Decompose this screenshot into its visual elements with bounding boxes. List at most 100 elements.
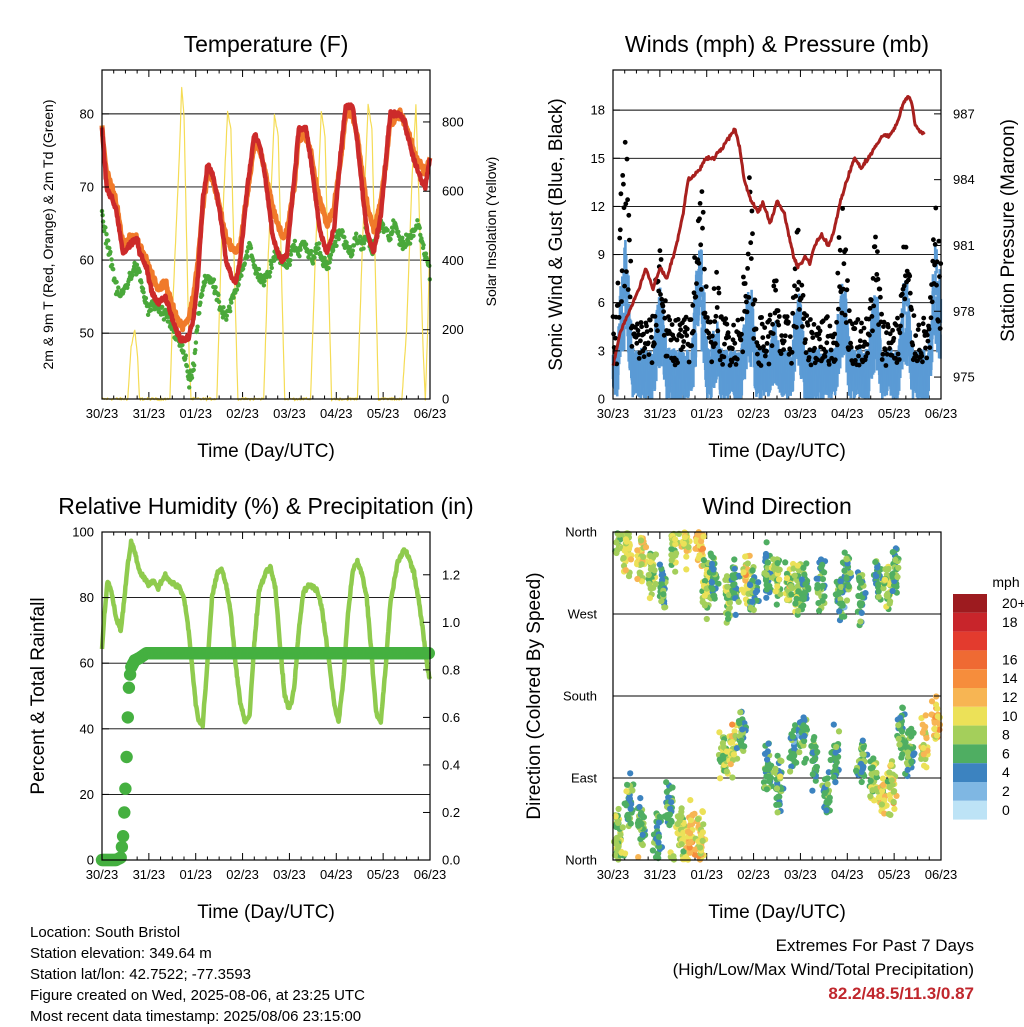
x-tick-label: 05/23 <box>367 867 400 882</box>
direction-point <box>623 538 630 545</box>
direction-point <box>772 588 779 595</box>
direction-point <box>791 752 798 760</box>
direction-point <box>665 794 672 801</box>
direction-point <box>672 568 679 575</box>
direction-point <box>886 783 893 791</box>
point-dewpoint <box>385 227 390 233</box>
gust-point <box>678 327 683 333</box>
direction-point <box>642 544 650 551</box>
direction-point <box>764 564 771 572</box>
direction-point <box>872 559 879 566</box>
gust-point <box>618 191 624 197</box>
gust-point <box>652 341 657 347</box>
point-dewpoint <box>181 349 186 354</box>
direction-point <box>683 566 690 573</box>
x-tick-label: 31/23 <box>644 406 677 421</box>
direction-point <box>663 788 671 796</box>
gust-point <box>757 345 763 351</box>
gust-point <box>703 284 709 289</box>
direction-point <box>845 583 852 590</box>
direction-point <box>730 581 737 589</box>
gust-point <box>875 276 881 282</box>
gust-point <box>623 201 629 207</box>
direction-point <box>878 801 886 808</box>
gust-point <box>621 205 627 211</box>
gust-point <box>817 328 823 334</box>
direction-point <box>774 583 781 590</box>
point-dewpoint <box>160 304 165 310</box>
y-tick-label: North <box>565 525 597 540</box>
direction-point <box>687 817 695 824</box>
direction-point <box>905 727 912 735</box>
gust-point <box>801 316 807 322</box>
direction-point <box>859 737 866 744</box>
gust-point <box>773 287 778 293</box>
gust-point <box>810 335 816 340</box>
direction-point <box>893 583 900 590</box>
gust-point <box>907 273 913 279</box>
gust-point <box>648 327 654 333</box>
gust-point <box>700 209 706 215</box>
direction-point <box>731 556 738 563</box>
y-axis-label: 2m & 9m T (Red, Orange) & 2m Td (Green) <box>40 100 56 370</box>
point-dewpoint <box>303 242 309 247</box>
gust-point <box>664 353 670 359</box>
direction-point <box>733 745 741 752</box>
direction-point <box>660 591 667 598</box>
gust-point <box>751 336 757 341</box>
gust-point <box>661 309 666 314</box>
direction-point <box>710 592 717 599</box>
x-tick-label: 31/23 <box>644 867 677 882</box>
precip-point <box>119 782 132 795</box>
plot-border <box>612 69 942 400</box>
gust-point <box>770 331 776 336</box>
gust-point <box>716 290 722 296</box>
gust-point <box>797 307 802 312</box>
direction-point <box>716 729 723 736</box>
direction-point <box>618 849 625 856</box>
direction-point <box>809 771 816 778</box>
direction-point <box>739 742 746 749</box>
series-pressure <box>611 95 926 367</box>
direction-point <box>625 545 633 552</box>
point-dewpoint <box>361 241 367 246</box>
direction-point <box>858 778 865 786</box>
direction-point <box>934 732 941 739</box>
direction-point <box>922 755 929 763</box>
point-dewpoint <box>351 243 357 248</box>
gust-point <box>691 290 697 296</box>
gust-point <box>680 344 686 350</box>
gust-point <box>735 317 741 323</box>
direction-point <box>894 573 901 581</box>
gust-point <box>783 333 788 339</box>
direction-point <box>904 744 911 751</box>
gust-point <box>663 298 668 304</box>
point-dewpoint <box>148 308 154 313</box>
direction-point <box>735 572 743 580</box>
direction-point <box>838 613 846 620</box>
y2-axis-label: Station Pressure (Maroon) <box>998 119 1019 342</box>
gust-point <box>891 335 897 341</box>
direction-point <box>672 541 679 548</box>
gust-point <box>661 332 667 338</box>
direction-point <box>886 769 893 776</box>
direction-point <box>725 615 732 623</box>
point-dewpoint <box>396 229 401 234</box>
direction-point <box>934 705 941 712</box>
direction-point <box>764 559 771 566</box>
gust-point <box>928 315 934 321</box>
direction-point <box>783 575 791 582</box>
gust-point <box>669 322 675 327</box>
direction-point <box>636 803 643 811</box>
direction-point <box>699 837 706 845</box>
direction-point <box>867 777 874 785</box>
point-dewpoint <box>130 273 135 278</box>
y-tick-label: 60 <box>80 253 94 268</box>
direction-point <box>919 729 926 736</box>
point-dewpoint <box>240 266 246 271</box>
point-dewpoint <box>199 293 205 298</box>
direction-point <box>691 810 698 817</box>
direction-point <box>667 805 674 812</box>
direction-point <box>744 560 751 567</box>
point-dewpoint <box>256 266 262 272</box>
